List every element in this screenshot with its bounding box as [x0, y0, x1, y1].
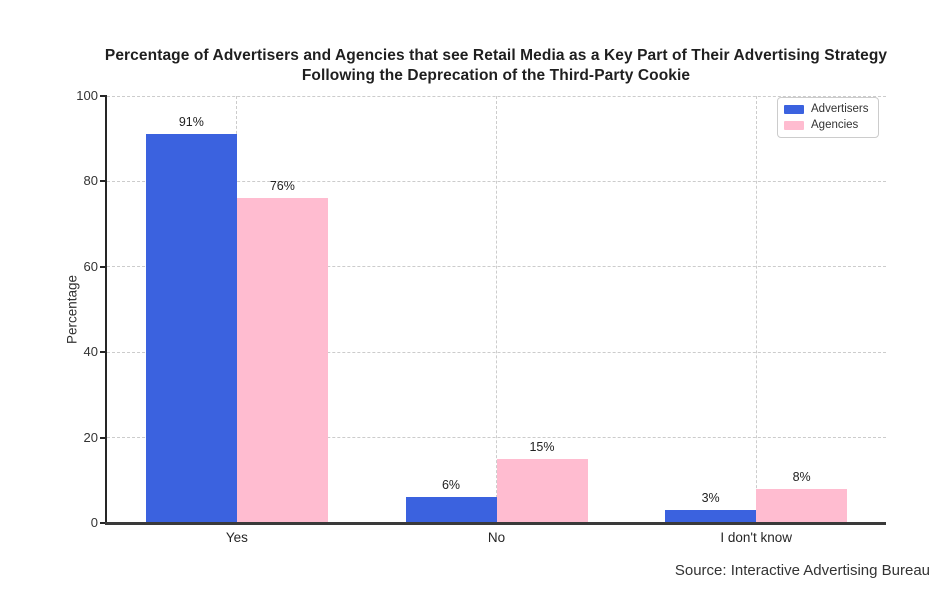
x-tick-label-i-don-t-know: I don't know — [720, 530, 792, 545]
bar-agencies-yes — [236, 198, 328, 523]
legend-label-advertisers: Advertisers — [811, 103, 869, 115]
chart-title-line-2: Following the Deprecation of the Third-P… — [301, 66, 691, 84]
chart-title: Percentage of Advertisers and Agencies t… — [86, 46, 906, 85]
y-tick-mark-60 — [100, 265, 107, 268]
bar-value-label-agencies-yes: 76% — [269, 179, 295, 194]
x-axis-spine — [105, 522, 886, 525]
y-tick-mark-0 — [100, 522, 107, 524]
bar-value-label-advertisers-no: 6% — [441, 478, 461, 493]
bar-advertisers-i-don-t-know — [665, 510, 757, 523]
bar-value-label-advertisers-yes: 91% — [178, 115, 204, 130]
x-tick-label-no: No — [487, 530, 506, 545]
chart-title-line-1: Percentage of Advertisers and Agencies t… — [104, 47, 888, 64]
y-tick-label-0: 0 — [90, 515, 98, 530]
y-tick-mark-100 — [100, 95, 107, 97]
y-tick-label-60: 60 — [83, 258, 98, 274]
bar-value-label-agencies-i-don-t-know: 8% — [792, 469, 811, 484]
legend-label-agencies: Agencies — [811, 119, 859, 131]
y-tick-label-100: 100 — [76, 88, 98, 103]
legend-item-agencies: Agencies — [784, 119, 869, 132]
y-tick-mark-80 — [100, 180, 107, 183]
legend: Advertisers Agencies — [777, 97, 879, 138]
y-tick-mark-20 — [100, 436, 107, 439]
bar-agencies-i-don-t-know — [756, 488, 848, 523]
gridline-x-no — [496, 96, 497, 523]
y-tick-label-40: 40 — [83, 344, 98, 360]
legend-swatch-advertisers — [784, 105, 804, 114]
y-tick-label-80: 80 — [83, 173, 98, 189]
legend-item-advertisers: Advertisers — [784, 103, 869, 116]
x-tick-label-yes: Yes — [225, 530, 248, 545]
bar-advertisers-no — [405, 497, 497, 523]
y-tick-label-20: 20 — [83, 429, 98, 445]
legend-swatch-agencies — [784, 121, 804, 130]
bar-value-label-advertisers-i-don-t-know: 3% — [701, 491, 720, 506]
bar-agencies-no — [496, 458, 588, 523]
bar-advertisers-yes — [145, 134, 237, 523]
source-attribution: Source: Interactive Advertising Bureau — [674, 562, 930, 579]
bar-value-label-agencies-no: 15% — [529, 439, 555, 454]
y-tick-mark-40 — [100, 351, 107, 354]
gridline-x-i-don-t-know — [755, 96, 757, 523]
y-axis-spine — [105, 95, 107, 524]
